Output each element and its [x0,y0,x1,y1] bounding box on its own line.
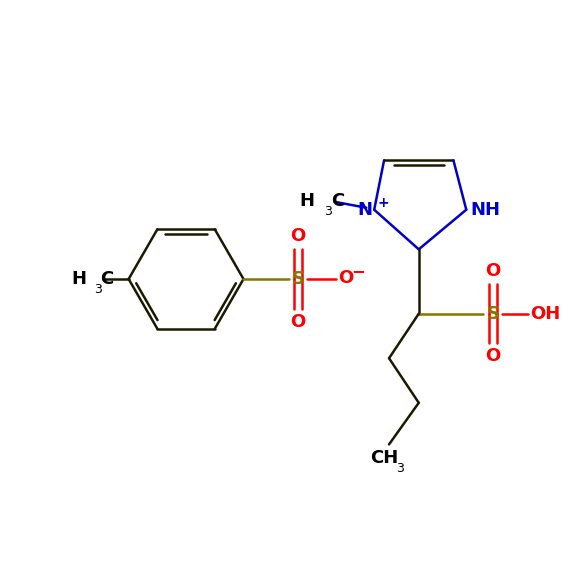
Text: O: O [291,312,306,331]
Text: N: N [357,201,372,219]
Text: O: O [339,269,354,287]
Text: O: O [485,347,501,365]
Text: +: + [377,196,389,210]
Text: S: S [292,270,305,288]
Text: 3: 3 [94,283,102,296]
Text: CH: CH [370,450,398,467]
Text: O: O [291,227,306,245]
Text: OH: OH [529,305,560,323]
Text: −: − [352,262,365,280]
Text: H: H [300,192,315,210]
Text: NH: NH [470,201,500,219]
Text: 3: 3 [323,205,332,218]
Text: 3: 3 [396,462,404,475]
Text: C: C [330,192,344,210]
Text: O: O [485,262,501,280]
Text: C: C [100,270,113,288]
Text: S: S [487,305,500,323]
Text: H: H [71,270,86,288]
